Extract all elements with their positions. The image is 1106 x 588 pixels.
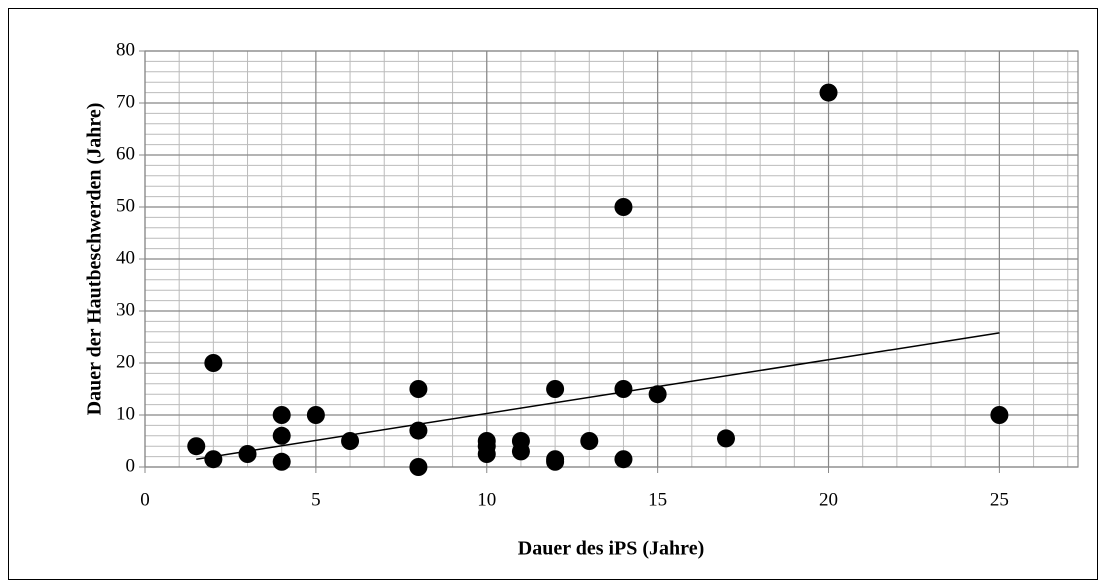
y-tick-label: 0 <box>126 455 136 476</box>
x-tick-label: 5 <box>311 489 321 510</box>
scatter-point <box>238 445 257 463</box>
y-tick-label: 40 <box>116 247 135 268</box>
x-tick-label: 20 <box>819 489 838 510</box>
scatter-point <box>409 421 428 440</box>
y-tick-label: 80 <box>116 39 135 60</box>
scatter-point <box>409 380 428 398</box>
scatter-point <box>204 450 223 469</box>
scatter-point <box>306 406 325 424</box>
trend-line <box>196 332 1000 460</box>
scatter-point <box>272 426 291 445</box>
scatter-point <box>716 429 735 448</box>
y-axis-label: Dauer der Hautbeschwerden (Jahre) <box>84 103 106 416</box>
x-axis-label: Dauer des iPS (Jahre) <box>518 538 704 560</box>
y-tick-label: 70 <box>116 91 135 112</box>
scatter-point <box>546 452 565 471</box>
scatter-point <box>187 437 206 456</box>
scatter-point <box>546 380 565 398</box>
x-tick-label: 10 <box>477 489 496 510</box>
scatter-point <box>614 198 633 216</box>
scatter-point <box>341 432 360 450</box>
y-tick-label: 10 <box>116 403 135 424</box>
scatter-point <box>272 452 291 471</box>
y-tick-label: 20 <box>116 351 135 372</box>
scatter-point <box>614 380 633 398</box>
scatter-point <box>409 458 428 476</box>
scatter-point <box>648 385 667 404</box>
x-tick-label: 15 <box>648 489 667 510</box>
scatter-point <box>511 442 530 461</box>
y-tick-label: 50 <box>116 195 135 216</box>
y-tick-label: 30 <box>116 299 135 320</box>
x-tick-label: 0 <box>140 489 150 510</box>
y-tick-label: 60 <box>116 143 135 164</box>
scatter-point <box>272 406 291 424</box>
scatter-point <box>614 450 633 469</box>
scatter-point <box>204 354 223 372</box>
scatter-point <box>580 432 599 450</box>
plot-frame <box>144 50 1079 468</box>
scatter-point <box>477 445 496 463</box>
scatter-point <box>819 83 838 102</box>
x-tick-label: 25 <box>990 489 1009 510</box>
scatter-point <box>990 406 1009 424</box>
